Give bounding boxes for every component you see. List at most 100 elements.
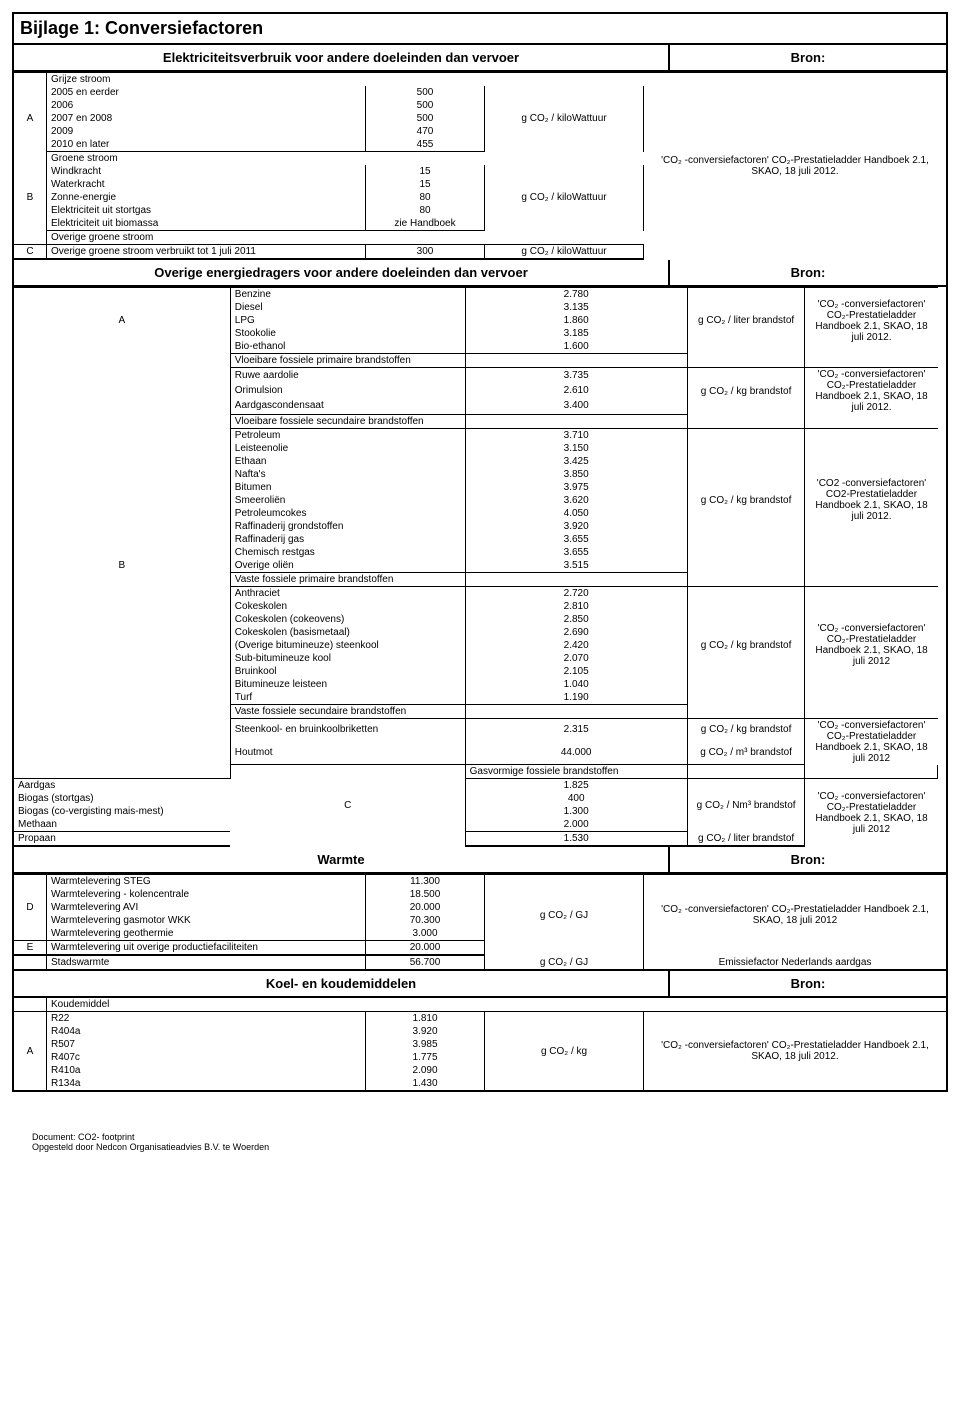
- row-name: Windkracht: [47, 165, 366, 178]
- row-val: 3.655: [465, 533, 687, 546]
- bron-label: Bron:: [791, 852, 826, 867]
- row-name: Warmtelevering gasmotor WKK: [47, 914, 366, 927]
- letter-C: C: [230, 765, 465, 847]
- subhead: Gasvormige fossiele brandstoffen: [465, 765, 687, 779]
- document-frame: Bijlage 1: Conversiefactoren Elektricite…: [12, 12, 948, 1092]
- footer: Document: CO2- footprint Opgesteld door …: [12, 1132, 948, 1152]
- unit: g CO₂ / kg: [485, 1012, 644, 1091]
- row-name: Turf: [230, 691, 465, 705]
- overige-table: ABenzine2.780g CO₂ / liter brandstof'CO₂…: [14, 287, 946, 847]
- row-name: Bio-ethanol: [230, 340, 465, 354]
- row-name: Biogas (co-vergisting mais-mest): [14, 805, 230, 818]
- subhead: Vloeibare fossiele primaire brandstoffen: [230, 354, 465, 368]
- row-name: Chemisch restgas: [230, 546, 465, 559]
- unit: g CO₂ / kg brandstof: [687, 428, 805, 572]
- row-name: Ethaan: [230, 455, 465, 468]
- row-name: Stadswarmte: [47, 955, 366, 970]
- row-val: 2.610: [465, 383, 687, 398]
- row-val: 2.090: [366, 1064, 485, 1077]
- bron-text: 'CO₂ -conversiefactoren' CO₂-Prestatiela…: [805, 779, 938, 847]
- bron-text: 'CO₂ -conversiefactoren' CO₂-Prestatiela…: [805, 288, 938, 354]
- bron-text: 'CO₂ -conversiefactoren' CO₂-Prestatiela…: [805, 718, 938, 765]
- section-title-elek: Elektriciteitsverbruik voor andere doele…: [163, 50, 519, 65]
- row-val: 1.530: [465, 832, 687, 847]
- row-val: 3.400: [465, 398, 687, 414]
- bron-text: 'CO₂ -conversiefactoren' CO₂-Prestatiela…: [805, 586, 938, 704]
- row-val: 3.655: [465, 546, 687, 559]
- row-name: 2005 en eerder: [47, 86, 366, 99]
- section-header-overige: Overige energiedragers voor andere doele…: [14, 260, 946, 287]
- row-val: 3.620: [465, 494, 687, 507]
- row-name: Warmtelevering geothermie: [47, 927, 366, 941]
- row-val: 3.920: [465, 520, 687, 533]
- row-val: 2.810: [465, 600, 687, 613]
- letter-E: E: [14, 941, 47, 956]
- row-name: Zonne-energie: [47, 191, 366, 204]
- row-val: 3.135: [465, 301, 687, 314]
- row-val: 1.775: [366, 1051, 485, 1064]
- row-name: Nafta's: [230, 468, 465, 481]
- warmte-table: DWarmtelevering STEG11.300g CO₂ / GJ'CO₂…: [14, 874, 946, 971]
- row-name: R407c: [47, 1051, 366, 1064]
- bron-text: 'CO₂ -conversiefactoren' CO₂-Prestatiela…: [805, 368, 938, 415]
- unit: g CO₂ / liter brandstof: [687, 832, 805, 847]
- unit: g CO₂ / kg brandstof: [687, 718, 805, 741]
- section-header-elek: Elektriciteitsverbruik voor andere doele…: [14, 45, 946, 72]
- subhead-grijze: Grijze stroom: [47, 73, 644, 87]
- row-name: Warmtelevering - kolencentrale: [47, 888, 366, 901]
- row-name: Elektriciteit uit stortgas: [47, 204, 366, 217]
- row-name: Stookolie: [230, 327, 465, 340]
- row-name: Elektriciteit uit biomassa: [47, 217, 366, 231]
- letter-A: A: [14, 288, 230, 354]
- row-val: 1.600: [465, 340, 687, 354]
- row-val: 3.710: [465, 428, 687, 442]
- row-name: Waterkracht: [47, 178, 366, 191]
- row-val: 3.425: [465, 455, 687, 468]
- row-name: Leisteenolie: [230, 442, 465, 455]
- row-val: 70.300: [366, 914, 485, 927]
- row-val: 1.810: [366, 1012, 485, 1026]
- row-val: 2.780: [465, 288, 687, 302]
- unit: g CO₂ / kiloWattuur: [485, 245, 644, 260]
- row-name: Anthraciet: [230, 586, 465, 600]
- row-name: Orimulsion: [230, 383, 465, 398]
- row-name: Methaan: [14, 818, 230, 832]
- row-name: Bruinkool: [230, 665, 465, 678]
- row-val: 400: [465, 792, 687, 805]
- letter-B: B: [14, 354, 230, 779]
- unit: g CO₂ / kg brandstof: [687, 368, 805, 415]
- row-name: Bitumineuze leisteen: [230, 678, 465, 691]
- row-val: 3.150: [465, 442, 687, 455]
- bron-text: 'CO₂ -conversiefactoren' CO₂-Prestatiela…: [644, 1012, 947, 1091]
- row-name: 2009: [47, 125, 366, 138]
- row-val: 1.040: [465, 678, 687, 691]
- row-val: 1.860: [465, 314, 687, 327]
- row-name: Benzine: [230, 288, 465, 302]
- subhead-groene: Groene stroom: [47, 152, 644, 166]
- row-val: 500: [366, 86, 485, 99]
- letter-C: C: [14, 245, 47, 260]
- row-val: 80: [366, 204, 485, 217]
- row-name: Overige groene stroom verbruikt tot 1 ju…: [47, 245, 366, 260]
- row-val: 3.735: [465, 368, 687, 384]
- row-name: Warmtelevering AVI: [47, 901, 366, 914]
- row-val: 11.300: [366, 875, 485, 889]
- row-val: 20.000: [366, 901, 485, 914]
- footer-line1: Document: CO2- footprint: [32, 1132, 948, 1142]
- row-name: Aardgas: [14, 779, 230, 793]
- letter-A: A: [14, 1012, 47, 1091]
- row-name: 2007 en 2008: [47, 112, 366, 125]
- subhead: Koudemiddel: [47, 998, 644, 1012]
- row-val: 20.000: [366, 941, 485, 956]
- row-val: 1.825: [465, 779, 687, 793]
- bron-elek: 'CO₂ -conversiefactoren' CO₂-Prestatiela…: [644, 73, 947, 260]
- subhead: Vloeibare fossiele secundaire brandstoff…: [230, 414, 465, 428]
- row-val: 80: [366, 191, 485, 204]
- row-val: 3.515: [465, 559, 687, 573]
- section-header-warmte: Warmte Bron:: [14, 847, 946, 874]
- row-val: 3.975: [465, 481, 687, 494]
- elek-table: Grijze stroom'CO₂ -conversiefactoren' CO…: [14, 72, 946, 260]
- row-name: Warmtelevering uit overige productiefaci…: [47, 941, 366, 956]
- row-val: 18.500: [366, 888, 485, 901]
- row-val: 2.720: [465, 586, 687, 600]
